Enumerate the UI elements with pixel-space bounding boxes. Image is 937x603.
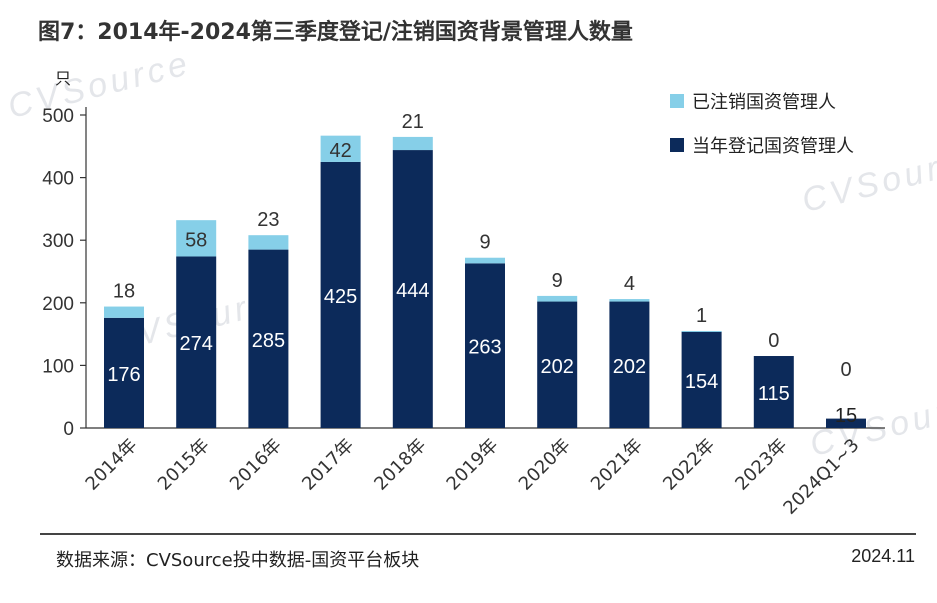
bar-registered [681, 331, 722, 428]
bar-deregistered [104, 306, 144, 318]
data-label-deregistered: 42 [329, 140, 351, 162]
data-label-deregistered: 21 [402, 111, 424, 133]
x-tick-label: 2018年 [370, 435, 430, 495]
data-label-registered: 425 [324, 286, 357, 308]
y-tick-label: 500 [42, 106, 74, 127]
data-label-registered: 202 [613, 356, 646, 378]
bar-registered [392, 150, 433, 428]
data-label-deregistered: 9 [479, 232, 490, 254]
data-label-registered: 202 [541, 356, 574, 378]
bar-registered [104, 317, 144, 428]
data-label-deregistered: 23 [257, 209, 279, 231]
y-tick-label: 200 [42, 294, 74, 315]
bar-registered [537, 301, 578, 428]
data-label-registered: 154 [685, 371, 718, 393]
chart-title: 图7：2014年-2024第三季度登记/注销国资背景管理人数量 [38, 20, 633, 45]
bar-deregistered [465, 257, 505, 264]
legend-swatch [670, 138, 684, 152]
data-label-registered: 176 [107, 364, 140, 386]
bar-registered [826, 418, 866, 428]
x-tick-label: 2014年 [82, 435, 142, 495]
bar-registered [465, 263, 505, 428]
data-label-registered: 15 [835, 405, 857, 427]
data-label-deregistered: 58 [185, 229, 207, 251]
bar-deregistered [320, 135, 361, 162]
y-tick-label: 400 [42, 169, 74, 190]
bar-registered [609, 301, 650, 428]
x-tick-label: 2017年 [298, 435, 358, 495]
y-axis-unit-label: 只 [55, 69, 71, 88]
bar-deregistered [248, 235, 289, 250]
legend-swatch [670, 94, 684, 108]
data-label-registered: 285 [252, 330, 285, 352]
x-tick-label: 2022年 [659, 435, 719, 495]
bar-registered [176, 256, 217, 428]
x-tick-label: 2016年 [226, 435, 286, 495]
data-label-deregistered: 18 [113, 281, 135, 303]
data-label-registered: 115 [758, 383, 790, 405]
data-label-deregistered: 9 [552, 270, 563, 292]
publish-date: 2024.11 [851, 546, 915, 566]
y-tick-label: 300 [42, 231, 74, 252]
x-tick-label: 2023年 [731, 435, 791, 495]
data-source-note: 数据来源：CVSource投中数据-国资平台板块 [56, 550, 420, 571]
y-tick-label: 0 [63, 419, 74, 440]
x-tick-label: 2024Q1~3 [779, 435, 863, 519]
footer-divider [40, 533, 916, 535]
bar-registered [753, 356, 794, 428]
bar-deregistered [537, 295, 578, 302]
legend-label: 已注销国资管理人 [692, 92, 836, 113]
data-label-registered: 444 [396, 280, 429, 302]
x-tick-label: 2019年 [443, 435, 503, 495]
data-label-registered: 263 [468, 337, 501, 359]
bar-deregistered [176, 220, 217, 257]
bar-chart: 只0100200300400500176182014年274582015年285… [42, 69, 885, 519]
data-label-deregistered: 4 [624, 273, 635, 295]
x-tick-label: 2020年 [515, 435, 575, 495]
bar-registered [320, 161, 361, 428]
data-label-deregistered: 0 [768, 330, 779, 352]
x-tick-label: 2021年 [587, 435, 647, 495]
data-label-deregistered: 1 [696, 305, 707, 327]
bar-registered [248, 249, 289, 428]
y-tick-label: 100 [42, 356, 74, 377]
data-label-deregistered: 0 [840, 359, 851, 381]
bar-deregistered [609, 299, 650, 302]
bar-deregistered [681, 330, 722, 332]
legend-label: 当年登记国资管理人 [692, 136, 854, 157]
data-label-registered: 274 [180, 333, 213, 355]
bar-deregistered [392, 136, 433, 151]
x-tick-label: 2015年 [154, 435, 214, 495]
